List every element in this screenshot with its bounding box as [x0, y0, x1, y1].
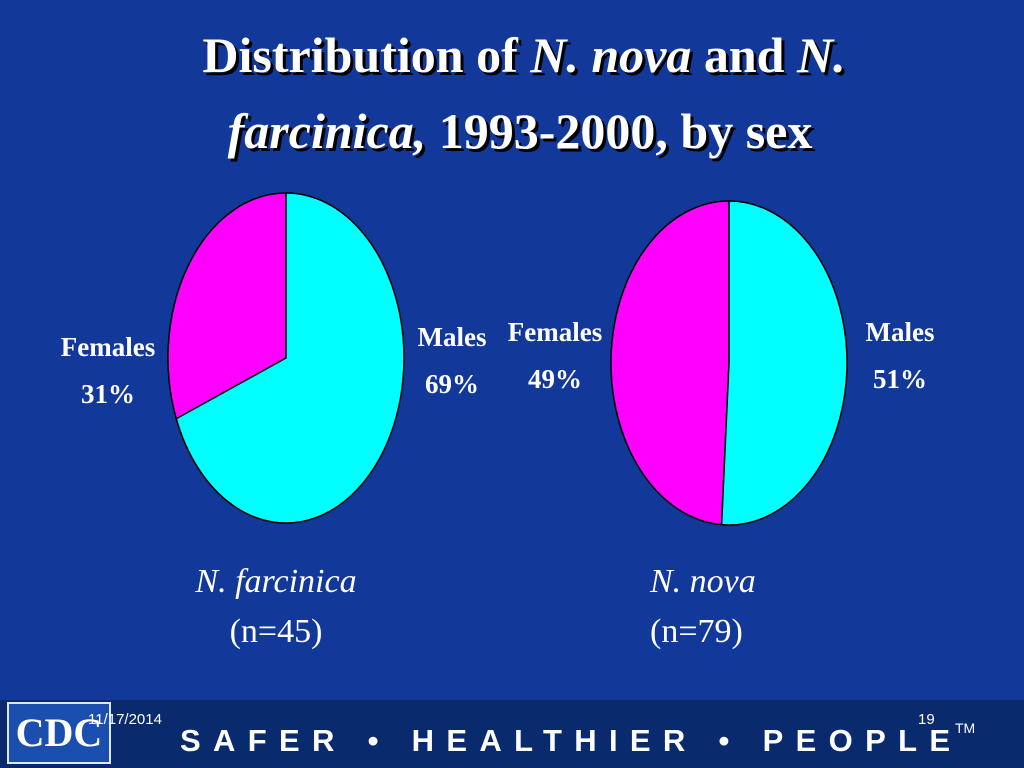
trademark: TM — [955, 720, 975, 736]
title-part: Distribution of — [202, 27, 530, 83]
title-line: farcinica, 1993-2000, by sex — [228, 103, 813, 159]
logo-box — [7, 702, 111, 764]
footer-bar — [0, 700, 1024, 768]
date: 11/17/2014 — [88, 711, 162, 728]
charts: Females 31% Males 69% N. farcinica (n=45) Fema… — [61, 192, 935, 650]
chart-subtitle: (n=45) — [230, 613, 323, 650]
title-part: farcinica, — [228, 103, 427, 159]
title-part: 1993-2000, by sex — [426, 103, 812, 159]
title-part: N. nova — [529, 27, 691, 83]
page-number: 19 — [918, 711, 935, 728]
slice-label: Females — [61, 332, 155, 362]
slice-value: 69% — [425, 369, 479, 399]
pie-slice — [167, 192, 287, 420]
title-part: and — [691, 27, 797, 83]
pie-slice — [610, 200, 730, 526]
slice-value: 51% — [873, 364, 927, 394]
slice-value: 49% — [528, 364, 582, 394]
slice-label: Females — [508, 317, 602, 347]
chart-title: N. farcinica — [194, 563, 356, 600]
title-line: Distribution of N. nova and N. — [202, 27, 845, 83]
chart-title: N. nova — [649, 563, 756, 600]
slice-label: Males — [418, 322, 487, 352]
slice-value: 31% — [81, 379, 135, 409]
logo: CDC — [16, 710, 103, 755]
title: Distribution of N. nova and N. farcinica… — [202, 27, 845, 159]
slice-label: Males — [866, 317, 935, 347]
pie-slice — [720, 200, 848, 526]
title-part: N. — [796, 27, 846, 83]
pie-slice — [175, 192, 405, 524]
chart-subtitle: (n=79) — [650, 613, 743, 650]
